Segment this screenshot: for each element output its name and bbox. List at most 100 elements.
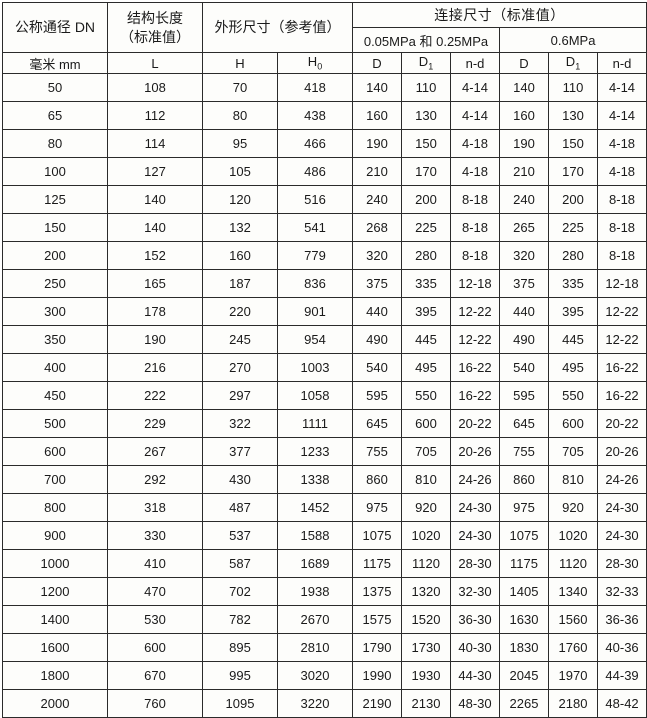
- table-cell: 705: [548, 437, 598, 466]
- table-cell: 12-22: [596, 297, 647, 326]
- table-cell: 445: [401, 325, 451, 354]
- table-cell: 645: [499, 409, 549, 438]
- cell-nominal-diameter: 1600: [2, 633, 108, 662]
- table-cell: 320: [352, 241, 402, 270]
- table-cell: 595: [352, 381, 402, 410]
- table-cell: 3020: [277, 661, 353, 690]
- table-cell: 210: [352, 157, 402, 186]
- table-cell: 132: [202, 213, 278, 242]
- table-cell: 2670: [277, 605, 353, 634]
- table-cell: 430: [202, 465, 278, 494]
- header-row-units: 毫米 mm L H H0 D D1 n-d D D1 n-d: [2, 52, 647, 74]
- table-cell: 130: [548, 101, 598, 130]
- table-cell: 16-22: [596, 381, 647, 410]
- table-cell: 48-42: [596, 689, 647, 718]
- table-cell: 1970: [548, 661, 598, 690]
- table-cell: 130: [401, 101, 451, 130]
- table-cell: 20-22: [596, 409, 647, 438]
- table-cell: 187: [202, 269, 278, 298]
- table-cell: 550: [548, 381, 598, 410]
- table-cell: 8-18: [596, 213, 647, 242]
- table-cell: 1175: [499, 549, 549, 578]
- table-cell: 1689: [277, 549, 353, 578]
- table-cell: 4-18: [596, 157, 647, 186]
- table-cell: 1120: [401, 549, 451, 578]
- table-cell: 860: [352, 465, 402, 494]
- cell-nominal-diameter: 700: [2, 465, 108, 494]
- table-cell: 24-26: [596, 465, 647, 494]
- table-cell: 702: [202, 577, 278, 606]
- table-cell: 170: [401, 157, 451, 186]
- cell-nominal-diameter: 2000: [2, 689, 108, 718]
- table-cell: 1520: [401, 605, 451, 634]
- table-cell: 1790: [352, 633, 402, 662]
- table-row: 1400 530 782 2670 1575 1520 36-30 1630 1560 36-36: [2, 605, 647, 634]
- header-unit-mm: 毫米 mm: [2, 52, 108, 74]
- table-cell: 4-14: [596, 101, 647, 130]
- table-cell: 110: [548, 73, 598, 102]
- header-unit-nd-group2: n-d: [596, 52, 647, 74]
- table-cell: 490: [499, 325, 549, 354]
- table-cell: 110: [401, 73, 451, 102]
- table-cell: 1375: [352, 577, 402, 606]
- table-cell: 516: [277, 185, 353, 214]
- table-cell: 438: [277, 101, 353, 130]
- header-pressure-group-1: 0.05MPa 和 0.25MPa: [352, 27, 500, 53]
- table-cell: 48-30: [450, 689, 500, 718]
- cell-nominal-diameter: 100: [2, 157, 108, 186]
- table-cell: 28-30: [596, 549, 647, 578]
- table-cell: 330: [107, 521, 203, 550]
- header-unit-h: H: [202, 52, 278, 74]
- table-cell: 36-30: [450, 605, 500, 634]
- table-cell: 12-22: [450, 325, 500, 354]
- table-cell: 1340: [548, 577, 598, 606]
- table-cell: 395: [548, 297, 598, 326]
- cell-nominal-diameter: 350: [2, 325, 108, 354]
- cell-nominal-diameter: 1800: [2, 661, 108, 690]
- table-cell: 24-30: [450, 493, 500, 522]
- table-row: 900 330 537 1588 1075 1020 24-30 1075 1020 24-30: [2, 521, 647, 550]
- table-cell: 1120: [548, 549, 598, 578]
- table-cell: 375: [499, 269, 549, 298]
- table-cell: 540: [499, 353, 549, 382]
- table-cell: 270: [202, 353, 278, 382]
- table-cell: 8-18: [450, 185, 500, 214]
- table-row: 800 318 487 1452 975 920 24-30 975 920 24-30: [2, 493, 647, 522]
- table-cell: 4-18: [450, 157, 500, 186]
- table-cell: 320: [499, 241, 549, 270]
- table-cell: 975: [499, 493, 549, 522]
- table-row: 1600 600 895 2810 1790 1730 40-30 1830 1760 40-36: [2, 633, 647, 662]
- table-cell: 3220: [277, 689, 353, 718]
- table-cell: 755: [352, 437, 402, 466]
- table-cell: 140: [107, 213, 203, 242]
- table-cell: 705: [401, 437, 451, 466]
- cell-nominal-diameter: 65: [2, 101, 108, 130]
- table-cell: 152: [107, 241, 203, 270]
- table-cell: 920: [401, 493, 451, 522]
- table-cell: 222: [107, 381, 203, 410]
- table-cell: 2180: [548, 689, 598, 718]
- table-cell: 836: [277, 269, 353, 298]
- table-cell: 1320: [401, 577, 451, 606]
- cell-nominal-diameter: 450: [2, 381, 108, 410]
- table-cell: 95: [202, 129, 278, 158]
- table-row: 100 127 105 486 210 170 4-18 210 170 4-18: [2, 157, 647, 186]
- table-cell: 1560: [548, 605, 598, 634]
- table-cell: 160: [352, 101, 402, 130]
- table-cell: 20-26: [596, 437, 647, 466]
- table-cell: 8-18: [450, 241, 500, 270]
- table-cell: 267: [107, 437, 203, 466]
- table-cell: 150: [548, 129, 598, 158]
- table-cell: 495: [548, 353, 598, 382]
- table-cell: 1020: [548, 521, 598, 550]
- table-cell: 418: [277, 73, 353, 102]
- cell-nominal-diameter: 500: [2, 409, 108, 438]
- table-cell: 16-22: [450, 381, 500, 410]
- header-unit-l: L: [107, 52, 203, 74]
- table-cell: 1990: [352, 661, 402, 690]
- cell-nominal-diameter: 80: [2, 129, 108, 158]
- table-cell: 1075: [352, 521, 402, 550]
- table-cell: 160: [499, 101, 549, 130]
- cell-nominal-diameter: 150: [2, 213, 108, 242]
- cell-nominal-diameter: 400: [2, 353, 108, 382]
